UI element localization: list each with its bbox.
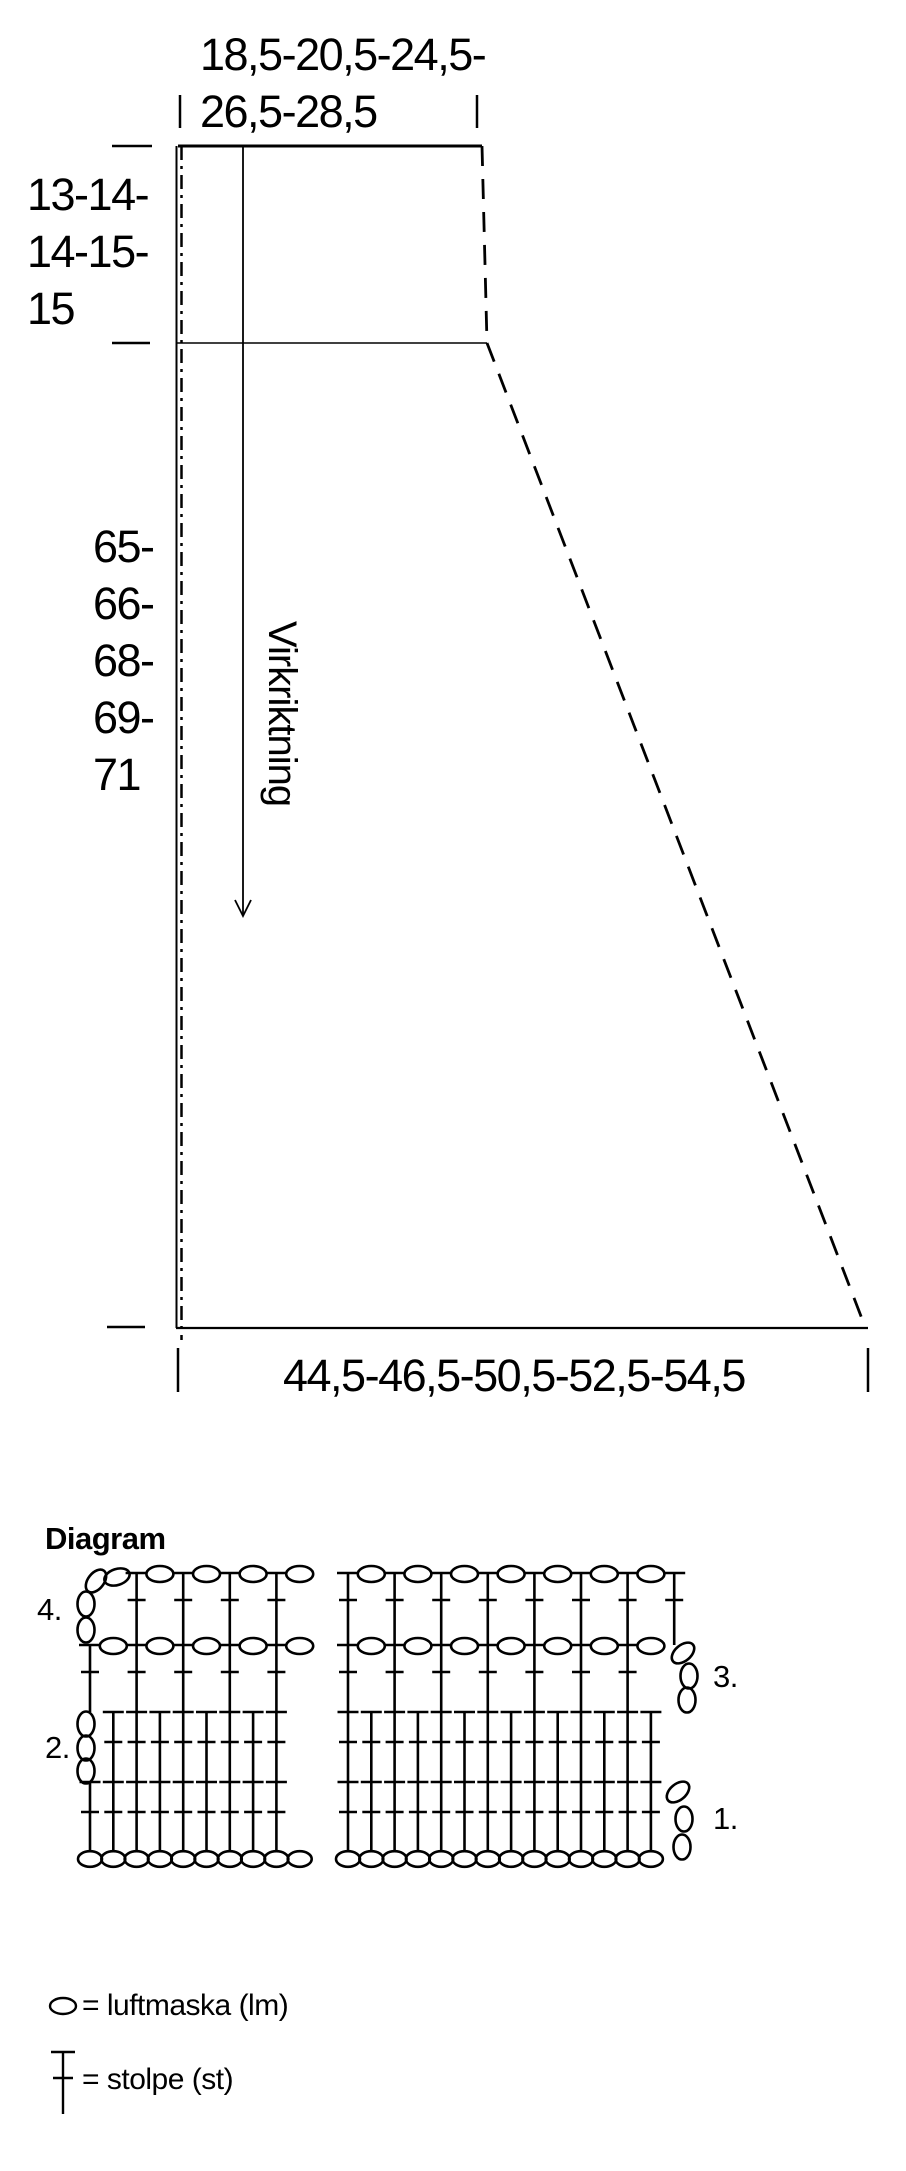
arrow-head-icon — [234, 899, 252, 919]
length-line-2: 66- — [93, 578, 155, 629]
length-line-1: 65- — [93, 521, 155, 572]
length-line-4: 69- — [93, 692, 155, 743]
chart-row-2-solid — [337, 1710, 662, 1782]
crochet-direction-arrow — [234, 146, 252, 919]
legend-stolpe-label: = stolpe (st) — [82, 2063, 234, 2096]
garment-schematic — [107, 95, 870, 1392]
turning-chain-row-3 — [670, 1641, 699, 1714]
row-label-2: 2. — [45, 1730, 70, 1765]
length-measurement: 65- 66- 68- 69- 71 — [93, 518, 155, 803]
chart-row-2-solid — [76, 1710, 287, 1785]
foundation-chain-row — [334, 1849, 665, 1869]
length-line-3: 68- — [93, 635, 155, 686]
chart-row-1-solid — [337, 1780, 694, 1861]
row-label-3: 3. — [713, 1659, 738, 1694]
turning-chain-row-1 — [665, 1780, 694, 1861]
chart-row-4-mesh — [337, 1564, 686, 1645]
chart-row-4-mesh — [76, 1564, 315, 1645]
length-line-5: 71 — [93, 749, 142, 800]
row-label-1: 1. — [713, 1801, 738, 1836]
chart-row-3-mesh — [79, 1636, 315, 1712]
turning-chain-row-4 — [76, 1567, 131, 1644]
yoke-height-line-3: 15 — [27, 283, 76, 334]
diagram-title: Diagram — [45, 1521, 166, 1556]
chart-group-right — [334, 1564, 699, 1869]
dashed-side-edge — [485, 342, 866, 1325]
chain-stitch-icon — [48, 1996, 78, 2016]
yoke-height-measurement: 13-14- 14-15- 15 — [27, 166, 150, 337]
chart-row-3-mesh — [337, 1636, 699, 1714]
row-label-4: 4. — [37, 1592, 62, 1627]
yoke-height-line-1: 13-14- — [27, 169, 150, 220]
legend-chain-label: = luftmaska (lm) — [82, 1989, 289, 2022]
bottom-width-measurement: 44,5-46,5-50,5-52,5-54,5 — [283, 1350, 746, 1401]
foundation-chain-row — [76, 1849, 314, 1869]
dashed-armhole-edge — [480, 145, 489, 344]
top-width-line-2: 26,5-28,5 — [200, 86, 378, 137]
garment-outline — [175, 144, 868, 1340]
yoke-height-line-2: 14-15- — [27, 226, 150, 277]
crochet-direction-label: Virkriktning — [260, 621, 304, 807]
turning-chain-row-2 — [76, 1710, 96, 1785]
top-width-measurement: 18,5-20,5-24,5- 26,5-28,5 — [200, 26, 487, 140]
double-crochet-icon — [51, 2050, 75, 2114]
crochet-chart — [76, 1564, 699, 1869]
chart-group-left — [76, 1564, 315, 1869]
chart-row-1-solid — [79, 1780, 287, 1851]
top-width-line-1: 18,5-20,5-24,5- — [200, 29, 487, 80]
measurement-ticks — [107, 95, 870, 1392]
